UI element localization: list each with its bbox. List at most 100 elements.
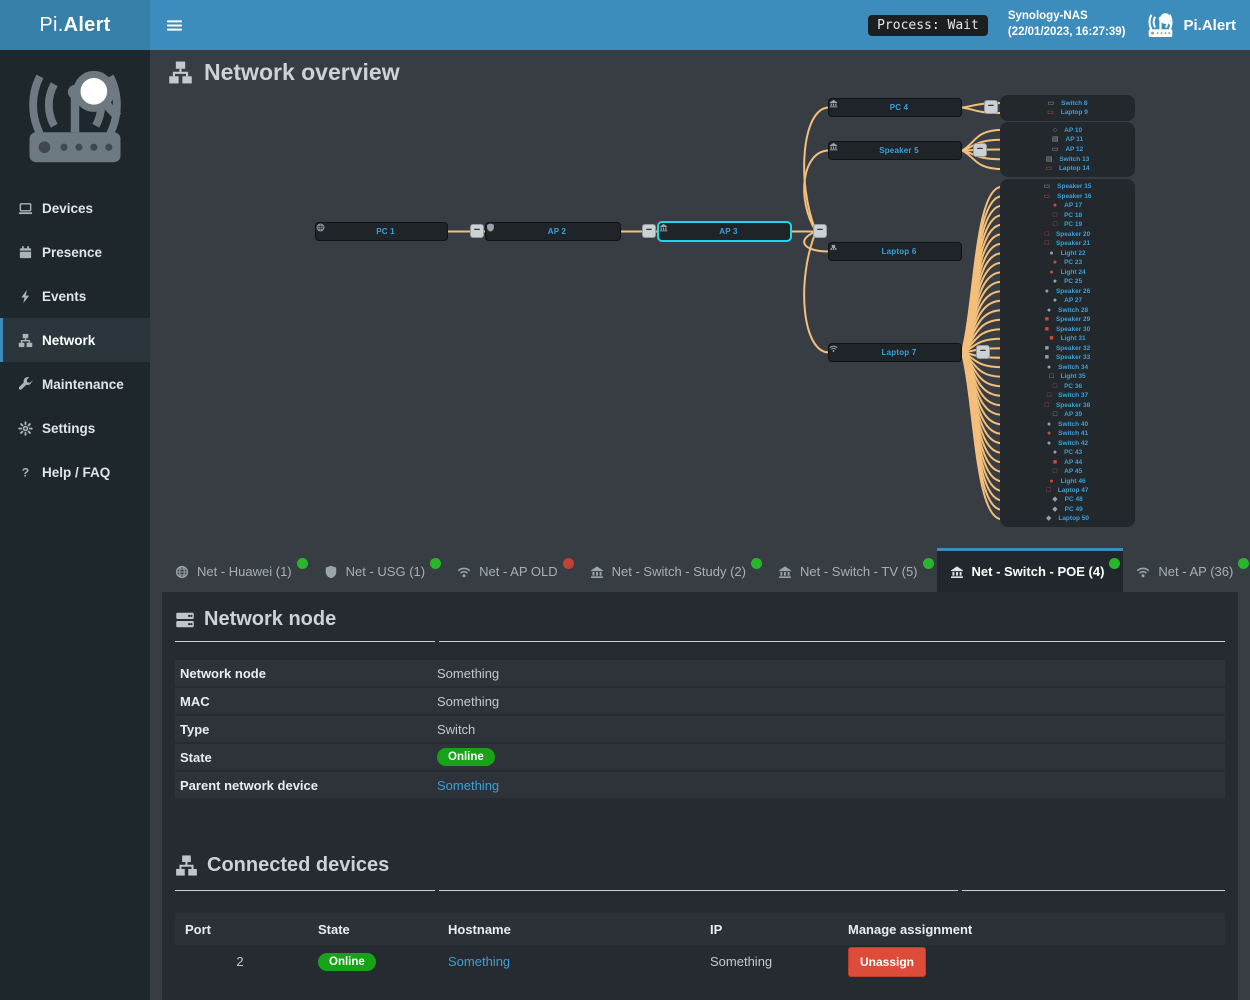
column-header-port: Port — [185, 921, 211, 937]
device-item-label: AP 12 — [1065, 145, 1084, 153]
device-item-speaker-30[interactable]: ■ Speaker 30 — [1000, 326, 1135, 333]
device-item-switch-40[interactable]: ● Switch 40 — [1000, 421, 1135, 428]
table-row-type: Type Switch — [175, 716, 1225, 742]
sidebar-item-devices[interactable]: Devices — [0, 186, 150, 230]
hostname-link[interactable]: Something — [448, 954, 511, 969]
device-item-speaker-32[interactable]: ■ Speaker 32 — [1000, 345, 1135, 352]
sidebar-item-network[interactable]: Network — [0, 318, 150, 362]
device-item-switch-34[interactable]: ● Switch 34 — [1000, 364, 1135, 371]
device-item-laptop-47[interactable]: □ Laptop 47 — [1000, 487, 1135, 494]
collapse-node-button[interactable]: − — [976, 345, 990, 359]
device-item-pc-48[interactable]: ◆ PC 48 — [1000, 496, 1135, 503]
device-item-ap-10[interactable]: ○ AP 10 — [1000, 127, 1135, 134]
device-item-ap-39[interactable]: □ AP 39 — [1000, 411, 1135, 418]
device-item-pc-23[interactable]: ● PC 23 — [1000, 259, 1135, 266]
device-gray-icon: ● — [1046, 420, 1052, 428]
collapse-node-button[interactable]: − — [984, 100, 998, 114]
diagram-node-laptop-7[interactable]: Laptop 7 — [828, 343, 962, 362]
device-item-speaker-33[interactable]: ■ Speaker 33 — [1000, 354, 1135, 361]
brand-logo[interactable]: Pi. Alert — [0, 0, 150, 50]
collapse-node-button[interactable]: − — [973, 143, 987, 157]
device-item-speaker-15[interactable]: ▭ Speaker 15 — [1000, 183, 1135, 190]
device-item-label: Light 35 — [1060, 373, 1086, 381]
device-item-pc-18[interactable]: □ PC 18 — [1000, 212, 1135, 219]
page-title-text: Network overview — [204, 59, 400, 85]
row-label: MAC — [180, 693, 210, 709]
device-item-switch-13[interactable]: ▤ Switch 13 — [1000, 156, 1135, 163]
sidebar-toggle-button[interactable] — [150, 16, 184, 35]
device-item-pc-36[interactable]: □ PC 36 — [1000, 383, 1135, 390]
sidebar-item-presence[interactable]: Presence — [0, 230, 150, 274]
device-item-switch-42[interactable]: ● Switch 42 — [1000, 440, 1135, 447]
sidebar-item-help-faq[interactable]: ? Help / FAQ — [0, 450, 150, 494]
device-item-pc-19[interactable]: □ PC 19 — [1000, 221, 1135, 228]
divider — [175, 890, 1225, 891]
tab-net-switch-study-2[interactable]: Net - Switch - Study (2) — [577, 548, 765, 592]
device-item-laptop-50[interactable]: ◆ Laptop 50 — [1000, 515, 1135, 522]
device-item-switch-37[interactable]: □ Switch 37 — [1000, 392, 1135, 399]
device-item-pc-43[interactable]: ● PC 43 — [1000, 449, 1135, 456]
diagram-node-pc-4[interactable]: PC 4 — [828, 98, 962, 117]
tab-label: Net - Huawei (1) — [197, 564, 292, 579]
diagram-node-ap-2[interactable]: AP 2 — [485, 222, 621, 241]
device-gray-icon: ■ — [1044, 354, 1049, 362]
device-item-light-22[interactable]: ● Light 22 — [1000, 250, 1135, 257]
sidebar-item-settings[interactable]: Settings — [0, 406, 150, 450]
collapse-node-button[interactable]: − — [813, 224, 827, 238]
sidebar-item-maintenance[interactable]: Maintenance — [0, 362, 150, 406]
device-item-speaker-29[interactable]: ■ Speaker 29 — [1000, 316, 1135, 323]
tab-net-switch-tv-5[interactable]: Net - Switch - TV (5) — [765, 548, 937, 592]
device-item-switch-28[interactable]: ● Switch 28 — [1000, 307, 1135, 314]
device-item-label: PC 19 — [1064, 221, 1083, 229]
connected-devices-table: Port State Hostname IP Manage assignment 2 Onl… — [175, 913, 1225, 978]
device-red-icon: □ — [1052, 211, 1058, 219]
device-item-switch-8[interactable]: ▭ Switch 8 — [1000, 100, 1135, 107]
device-item-ap-11[interactable]: ▤ AP 11 — [1000, 136, 1135, 143]
diagram-node-pc-1[interactable]: PC 1 — [315, 222, 448, 241]
collapse-node-button[interactable]: − — [470, 224, 484, 238]
device-item-speaker-20[interactable]: □ Speaker 20 — [1000, 231, 1135, 238]
device-item-label: Speaker 29 — [1055, 316, 1091, 324]
collapse-node-button[interactable]: − — [642, 224, 656, 238]
unassign-button[interactable]: Unassign — [848, 946, 927, 977]
question-icon: ? — [18, 465, 33, 480]
device-item-switch-41[interactable]: ● Switch 41 — [1000, 430, 1135, 437]
tab-net-usg-1[interactable]: Net - USG (1) — [311, 548, 444, 592]
device-item-light-35[interactable]: □ Light 35 — [1000, 373, 1135, 380]
device-item-ap-17[interactable]: ● AP 17 — [1000, 202, 1135, 209]
sidebar-item-label: Maintenance — [42, 376, 124, 392]
sidebar-item-events[interactable]: Events — [0, 274, 150, 318]
device-item-light-46[interactable]: ● Light 46 — [1000, 478, 1135, 485]
cell-state: Online — [305, 952, 435, 971]
device-item-ap-45[interactable]: □ AP 45 — [1000, 468, 1135, 475]
device-item-label: Speaker 26 — [1055, 287, 1091, 295]
diagram-node-ap-3[interactable]: AP 3 — [657, 221, 792, 242]
device-item-label: Switch 34 — [1058, 363, 1089, 371]
device-gray-icon: ● — [1046, 439, 1052, 447]
device-item-ap-27[interactable]: ● AP 27 — [1000, 297, 1135, 304]
device-red-icon: ▭ — [1043, 192, 1051, 200]
device-item-speaker-21[interactable]: □ Speaker 21 — [1000, 240, 1135, 247]
device-item-pc-25[interactable]: ● PC 25 — [1000, 278, 1135, 285]
device-item-speaker-26[interactable]: ● Speaker 26 — [1000, 288, 1135, 295]
node-label: Laptop 6 — [881, 247, 917, 256]
device-item-ap-44[interactable]: ■ AP 44 — [1000, 459, 1135, 466]
device-item-speaker-38[interactable]: □ Speaker 38 — [1000, 402, 1135, 409]
device-item-laptop-14[interactable]: ▭ Laptop 14 — [1000, 165, 1135, 172]
tab-net-ap-36[interactable]: Net - AP (36) — [1123, 548, 1250, 592]
diagram-node-speaker-5[interactable]: Speaker 5 — [828, 141, 962, 160]
device-item-laptop-9[interactable]: ▭ Laptop 9 — [1000, 109, 1135, 116]
device-item-light-31[interactable]: ■ Light 31 — [1000, 335, 1135, 342]
device-item-light-24[interactable]: ● Light 24 — [1000, 269, 1135, 276]
device-item-pc-49[interactable]: ◆ PC 49 — [1000, 506, 1135, 513]
node-label: AP 2 — [547, 227, 567, 236]
tab-net-huawei-1[interactable]: Net - Huawei (1) — [162, 548, 311, 592]
tab-net-switch-poe-4[interactable]: Net - Switch - POE (4) — [936, 548, 1124, 592]
table-row-mac: MAC Something — [175, 688, 1225, 714]
device-item-speaker-16[interactable]: ▭ Speaker 16 — [1000, 193, 1135, 200]
device-item-ap-12[interactable]: ▭ AP 12 — [1000, 146, 1135, 153]
parent-device-link[interactable]: Something — [437, 777, 500, 793]
diagram-node-laptop-6[interactable]: Laptop 6 — [828, 242, 962, 261]
tab-net-ap-old[interactable]: Net - AP OLD — [444, 548, 577, 592]
device-red-icon: ■ — [1044, 316, 1049, 324]
